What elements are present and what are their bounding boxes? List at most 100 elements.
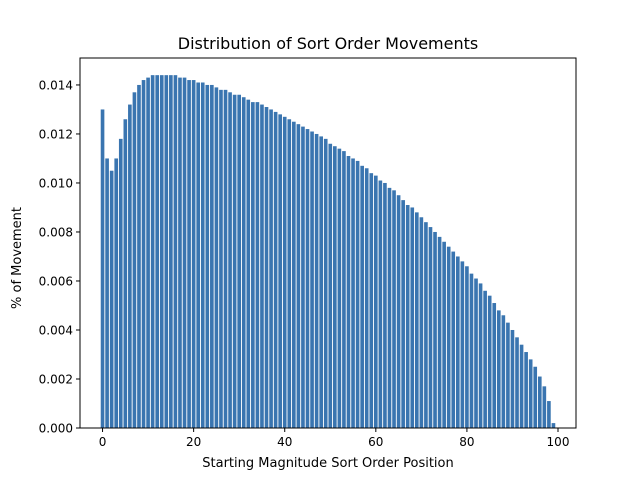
x-axis-label: Starting Magnitude Sort Order Position (202, 456, 453, 471)
bar (137, 84, 141, 428)
bar (296, 124, 301, 428)
bar (210, 84, 214, 428)
bar (428, 227, 433, 428)
bar (455, 256, 460, 428)
x-axis-ticks: 0 20 40 60 80 100 (99, 428, 570, 449)
bar (387, 187, 392, 428)
bar (364, 168, 369, 428)
bar (547, 401, 551, 428)
bar (310, 131, 314, 428)
bar (351, 158, 355, 428)
bar (159, 75, 164, 429)
bar (241, 97, 246, 429)
bar (214, 87, 219, 429)
bar (478, 283, 483, 428)
bar (483, 290, 487, 428)
bar (164, 75, 169, 429)
bar (205, 84, 210, 428)
bar (219, 89, 223, 428)
y-tick-label: 0.002 (39, 372, 73, 386)
y-axis-label: % of Movement (10, 207, 25, 309)
bar (337, 148, 342, 428)
bar (524, 352, 528, 428)
bar (273, 111, 278, 428)
bar (105, 158, 109, 428)
bar (323, 138, 328, 429)
bar (328, 143, 333, 428)
bar (178, 77, 182, 428)
x-tick-label: 100 (547, 435, 570, 449)
bar (123, 119, 128, 428)
bar (187, 80, 191, 429)
y-axis-ticks: 0.000 0.002 0.004 0.006 0.008 0.010 0.012 0.014 (39, 78, 80, 436)
bar (537, 376, 542, 428)
bar (551, 423, 556, 428)
bar (255, 102, 260, 429)
bar (392, 190, 396, 428)
y-tick-label: 0.014 (39, 78, 73, 92)
bar (319, 136, 323, 428)
bar (232, 94, 237, 428)
bar (237, 94, 241, 428)
bar (155, 75, 160, 429)
plot-frame (79, 57, 577, 429)
bar (542, 386, 547, 428)
bar (100, 109, 105, 429)
bar (109, 170, 114, 428)
bar (260, 104, 264, 428)
bar (460, 261, 465, 428)
bar (146, 77, 150, 428)
bar (414, 212, 419, 428)
bar (533, 366, 538, 428)
bar (446, 246, 451, 428)
bar (269, 109, 273, 429)
bar (433, 231, 437, 428)
bar (346, 156, 351, 428)
bar (510, 329, 515, 428)
bar (437, 236, 442, 428)
bar (305, 129, 310, 428)
x-tick-label: 0 (99, 435, 107, 449)
bar (378, 180, 383, 428)
bar (182, 77, 187, 428)
bar (515, 337, 519, 428)
x-tick-label: 60 (368, 435, 383, 449)
chart-title: Distribution of Sort Order Movements (178, 34, 478, 53)
bar (223, 89, 228, 428)
y-tick-label: 0.008 (39, 225, 73, 239)
bar (282, 116, 287, 428)
bar (118, 138, 123, 429)
x-tick-label: 20 (186, 435, 201, 449)
bar (396, 195, 401, 428)
bar (132, 92, 137, 429)
bar (401, 200, 405, 428)
bar (469, 273, 474, 428)
bar (150, 75, 155, 429)
bar (196, 82, 201, 428)
bar (506, 322, 510, 428)
bar (374, 175, 378, 428)
bar (173, 75, 178, 429)
bar (492, 303, 497, 428)
bar (496, 310, 501, 428)
bar (465, 266, 469, 428)
bar (405, 205, 410, 428)
bar (128, 104, 132, 428)
y-tick-label: 0.010 (39, 176, 73, 190)
bar (410, 207, 415, 428)
bar (292, 121, 296, 429)
x-tick-label: 40 (277, 435, 292, 449)
bar (114, 158, 119, 428)
bar (301, 126, 305, 429)
y-tick-label: 0.012 (39, 127, 73, 141)
bars-group (100, 75, 556, 429)
bar (419, 217, 424, 428)
bar (200, 82, 205, 428)
bar (369, 173, 374, 428)
bar (424, 222, 428, 428)
bar (451, 251, 456, 428)
bar (360, 165, 364, 428)
bar (487, 295, 492, 428)
bar (355, 160, 360, 428)
